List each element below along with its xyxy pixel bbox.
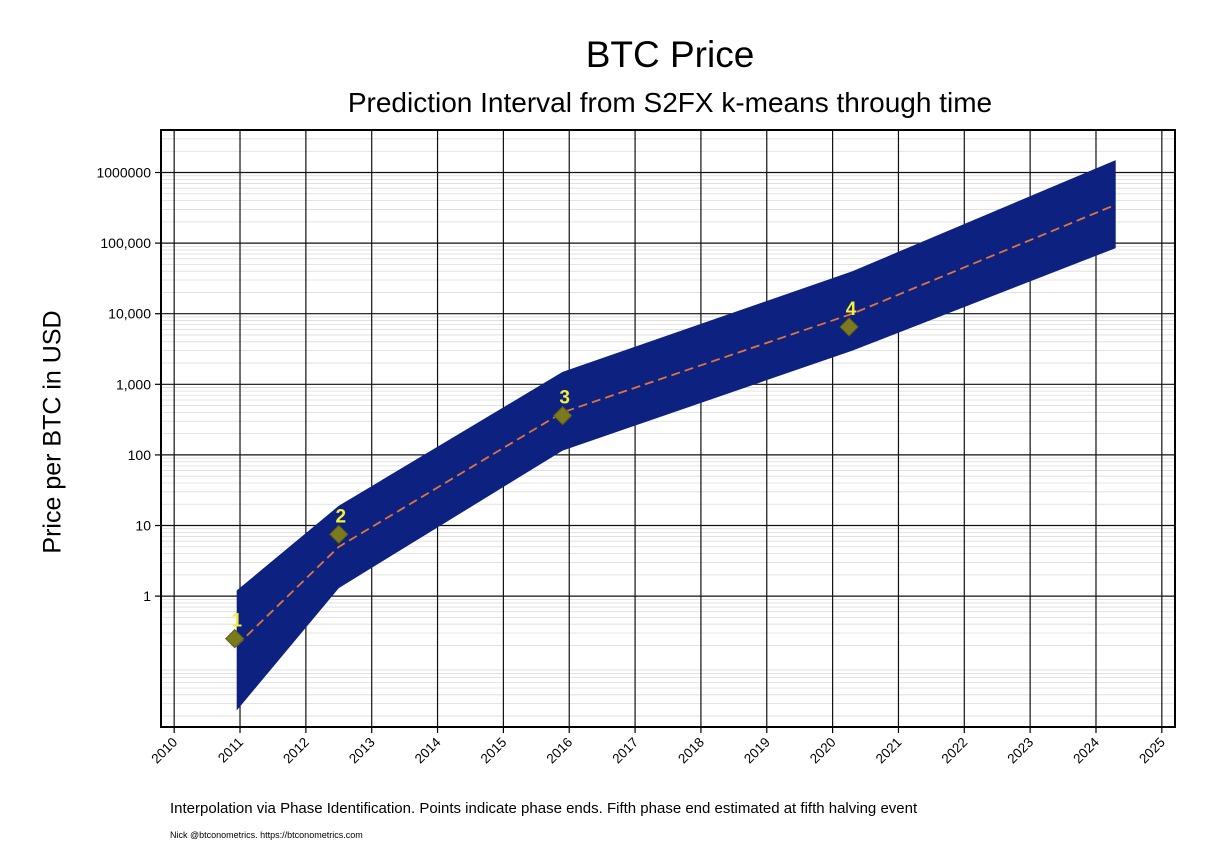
x-tick-label: 2023 [1004,735,1036,767]
phase-end-label: 3 [559,388,570,409]
x-tick-label: 2018 [675,735,707,767]
plot-frame [160,129,1176,728]
credit-line: Nick @btconometrics. https://btconometri… [170,830,363,840]
y-tick-label: 1,000 [116,376,151,392]
x-tick-label: 2015 [478,735,510,767]
x-tick-label: 2011 [215,735,246,766]
phase-end-marker [552,405,573,426]
y-axis-ticks: 1 10 100 1,000 10,000 100,000 1000000 [96,165,161,604]
y-tick-label: 1000000 [96,165,151,181]
phase-end-marker [329,524,349,545]
chart-title: BTC Price [585,34,755,75]
x-tick-label: 2013 [346,735,378,767]
x-tick-label: 2017 [609,735,641,767]
prediction-interval-area [236,160,1116,711]
minor-gridlines [161,129,1175,717]
y-tick-label: 100 [128,447,152,463]
phase-end-label: 1 [231,611,242,632]
x-tick-label: 2022 [939,735,971,767]
x-tick-label: 2016 [544,735,576,767]
x-tick-label: 2020 [807,735,839,767]
y-tick-label: 100,000 [100,235,151,251]
interpolation-line-layer [236,203,1117,647]
y-axis-label: Price per BTC in USD [38,310,67,554]
phase-end-label: 4 [846,299,857,320]
phase-end-markers: 1 2 3 4 [225,299,859,649]
y-tick-label: 10,000 [108,306,151,322]
prediction-interval-band [236,160,1116,711]
x-tick-label: 2012 [280,735,312,767]
y-tick-label: 10 [135,518,151,534]
x-axis-ticks: 2010 2011 2012 2013 2014 2015 2016 2017 2018 2019… [148,727,1168,766]
y-tick-label: 1 [143,588,151,604]
x-tick-label: 2024 [1070,734,1102,766]
interpolation-line [236,203,1117,647]
x-tick-label: 2025 [1136,735,1168,767]
phase-end-marker [839,317,859,337]
footnote: Interpolation via Phase Identification. … [170,800,918,817]
phase-end-marker [225,628,245,649]
x-tick-label: 2010 [148,735,180,767]
x-tick-label: 2021 [873,735,905,767]
chart-subtitle: Prediction Interval from S2FX k-means th… [347,87,993,118]
x-tick-label: 2019 [741,735,773,767]
x-tick-label: 2014 [412,734,444,766]
phase-end-label: 2 [335,506,346,527]
